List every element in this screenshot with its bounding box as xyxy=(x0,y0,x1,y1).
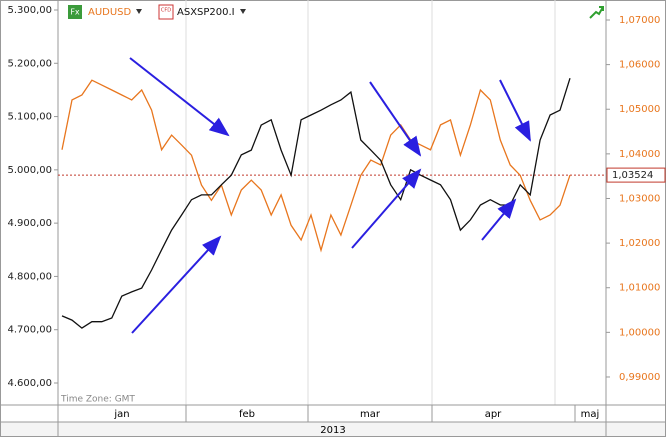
plot xyxy=(58,78,606,329)
dropdown[interactable] xyxy=(136,9,142,14)
y2-tick-label: 1,05000 xyxy=(619,104,660,115)
fx-icon xyxy=(68,5,82,19)
cfd-icon xyxy=(158,4,174,20)
y2-tick-label: 1,01000 xyxy=(619,283,660,294)
month-label: apr xyxy=(485,409,502,420)
month-label: jan xyxy=(113,409,129,420)
month-grid xyxy=(185,0,556,405)
month-separators xyxy=(57,405,607,437)
month-label: mar xyxy=(360,409,381,420)
y-tick-label: 5.000,00 xyxy=(7,165,52,176)
month-label: maj xyxy=(581,409,600,420)
y-tick-label: 5.300,00 xyxy=(7,5,52,16)
y-tick-label: 4.700,00 xyxy=(7,325,52,336)
y-tick-label: 5.100,00 xyxy=(7,112,52,123)
month-row xyxy=(0,404,666,423)
last-value-label: 1,03524 xyxy=(612,170,653,181)
year-label: 2013 xyxy=(320,425,345,436)
y2-tick-label: 0,99000 xyxy=(619,372,660,383)
series-line xyxy=(61,78,571,329)
y-tick-label: 4.800,00 xyxy=(7,271,52,282)
y-tick-label: 4.900,00 xyxy=(7,218,52,229)
trend-icon[interactable] xyxy=(589,6,604,19)
y-tick-label: 4.600,00 xyxy=(7,378,52,389)
y2-tick-label: 1,00000 xyxy=(619,327,660,338)
y2-tick-label: 1,04000 xyxy=(619,149,660,160)
y2-tick-label: 1,03000 xyxy=(619,193,660,204)
legend-entry[interactable]: ASXSP200.I xyxy=(177,7,235,18)
time-zone: Time Zone: GMT xyxy=(60,395,135,405)
y2-tick-label: 1,02000 xyxy=(619,238,660,249)
dropdown[interactable] xyxy=(240,9,246,14)
legend-entry[interactable]: AUDUSD xyxy=(88,7,132,18)
y2-tick-label: 1,07000 xyxy=(619,15,660,26)
y-tick-label: 5.200,00 xyxy=(7,58,52,69)
fx-icon-text: Fx xyxy=(70,8,80,17)
month-label: feb xyxy=(239,409,255,420)
last-value-box xyxy=(606,167,666,183)
y2-tick-label: 1,06000 xyxy=(619,60,660,71)
cfd-icon-text: CFD xyxy=(161,8,171,14)
annotation-arrows xyxy=(129,57,531,334)
series-line xyxy=(61,79,571,253)
